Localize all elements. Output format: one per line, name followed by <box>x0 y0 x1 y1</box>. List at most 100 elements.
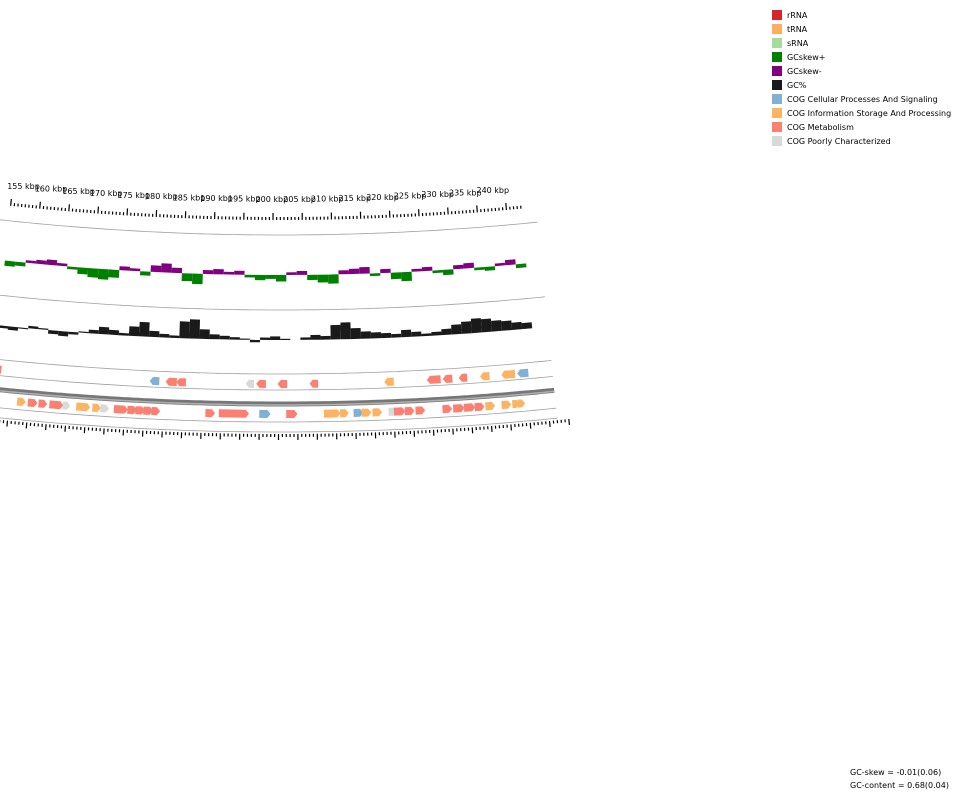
legend-item-cog-metabolism: COG Metabolism <box>772 120 951 134</box>
gc-skew-negative-bar <box>359 267 370 274</box>
gc-bar <box>521 322 533 330</box>
gc-bar <box>421 333 432 337</box>
legend-label: tRNA <box>787 24 808 34</box>
axis-label: 160 kbp <box>35 185 68 194</box>
axis-label: 240 kbp <box>476 186 509 195</box>
gc-skew-negative-bar <box>504 259 516 266</box>
axis-label: 230 kbp <box>421 190 454 199</box>
gc-bar <box>209 334 220 340</box>
gc-bar <box>118 332 129 336</box>
gene-arrow <box>384 377 394 386</box>
gc-skew-negative-bar <box>338 270 349 275</box>
gc-bar <box>330 324 341 340</box>
gc-skew-positive-bar <box>14 261 26 267</box>
axis-label: 235 kbp <box>449 188 482 197</box>
gc-skew-negative-bar <box>25 260 37 264</box>
legend-item-gc-percent: GC% <box>772 78 951 92</box>
gc-skew-negative-bar <box>380 268 391 274</box>
gc-skew-negative-bar <box>202 270 214 275</box>
gc-bar <box>199 329 210 340</box>
gc-bar <box>18 327 29 330</box>
gc-skew-negative-bar <box>348 268 360 275</box>
legend-label: rRNA <box>787 10 808 20</box>
gene-arrow <box>277 380 288 388</box>
gene-arrow <box>442 374 453 383</box>
gene-arrow <box>38 399 48 408</box>
gene-arrow <box>340 409 349 418</box>
gc-percent-swatch <box>772 80 782 90</box>
legend-item-rrna: rRNA <box>772 8 951 22</box>
axis-label: 175 kbp <box>117 191 150 200</box>
legend-label: COG Cellular Processes And Signaling <box>787 94 938 104</box>
gc-bar <box>159 333 170 338</box>
gc-skew-positive-bar <box>442 269 454 276</box>
gc-bar <box>511 321 523 330</box>
gc-bar <box>0 325 9 329</box>
axis-label: 195 kbp <box>228 195 261 204</box>
stats-panel: GC-skew = -0.01(0.06) GC-content = 0.68(… <box>850 766 949 792</box>
gc-skew-positive-bar <box>97 268 109 280</box>
gene-arrow <box>259 409 271 418</box>
axis-label: 185 kbp <box>173 193 206 202</box>
gc-skew-positive-bar <box>4 260 16 267</box>
gc-bar <box>411 331 422 337</box>
gene-arrow <box>474 402 485 412</box>
axis-label: 190 kbp <box>200 194 233 203</box>
gc-skew-negative-bar <box>234 270 245 275</box>
track-ring <box>0 359 552 375</box>
axis-tick <box>68 204 70 212</box>
gc-bar <box>501 320 513 331</box>
cog-information-swatch <box>772 108 782 118</box>
outer-tick <box>568 418 571 426</box>
genome-backbone <box>0 387 555 407</box>
gc-bar <box>260 337 271 340</box>
gc-skew-negative-bar <box>463 262 475 269</box>
outer-tick <box>529 422 532 429</box>
gc-bar <box>28 325 39 330</box>
gc-bar <box>310 334 321 340</box>
gene-arrow <box>452 404 465 413</box>
gc-skew-negative-bar <box>286 272 297 275</box>
gc-skew-stat: GC-skew = -0.01(0.06) <box>850 768 942 777</box>
gc-skew-positive-bar <box>67 266 78 270</box>
gc-bar <box>149 330 160 338</box>
trna-swatch <box>772 24 782 34</box>
gc-bar <box>138 321 150 337</box>
gc-bar <box>491 320 502 332</box>
gene-arrow <box>415 406 426 415</box>
axis-label: 215 kbp <box>338 194 371 203</box>
gc-skew-positive-bar <box>140 271 151 276</box>
gc-skew-negative-bar <box>453 264 464 270</box>
gene-arrow <box>517 399 526 408</box>
gc-bar <box>169 335 180 339</box>
gc-skew-track <box>4 259 527 285</box>
gene-arrow <box>256 379 266 388</box>
gene-arrow <box>501 400 512 410</box>
gene-arrow <box>16 397 26 406</box>
gc-skew-negative-bar <box>411 268 422 272</box>
gc-skew-positive-bar <box>307 274 318 281</box>
legend-item-cog-poorly-characterized: COG Poorly Characterized <box>772 134 951 148</box>
axis-tick <box>39 201 41 209</box>
gc-bar <box>189 319 200 339</box>
gc-bar <box>270 336 281 340</box>
gc-skew-positive-bar <box>432 269 443 274</box>
gene-arrow <box>151 407 161 416</box>
gene-arrow <box>100 404 109 413</box>
gc-bar <box>78 331 89 334</box>
gc-skew-negative-bar <box>46 259 58 266</box>
gc-bar <box>441 328 452 336</box>
gc-skew-positive-bar <box>369 273 381 277</box>
gene-arrow <box>143 406 154 415</box>
gc-skew-negative-bar <box>129 268 141 272</box>
gene-arrow <box>49 400 64 410</box>
gc-bar <box>391 333 402 338</box>
axis-label: 165 kbp <box>62 187 95 196</box>
gene-arrow <box>113 405 128 414</box>
gene-arrow <box>0 365 2 374</box>
legend-label: GCskew- <box>787 66 822 76</box>
outer-tick <box>6 420 9 427</box>
outer-tick <box>548 420 551 427</box>
gc-skew-negative-bar <box>213 269 224 275</box>
